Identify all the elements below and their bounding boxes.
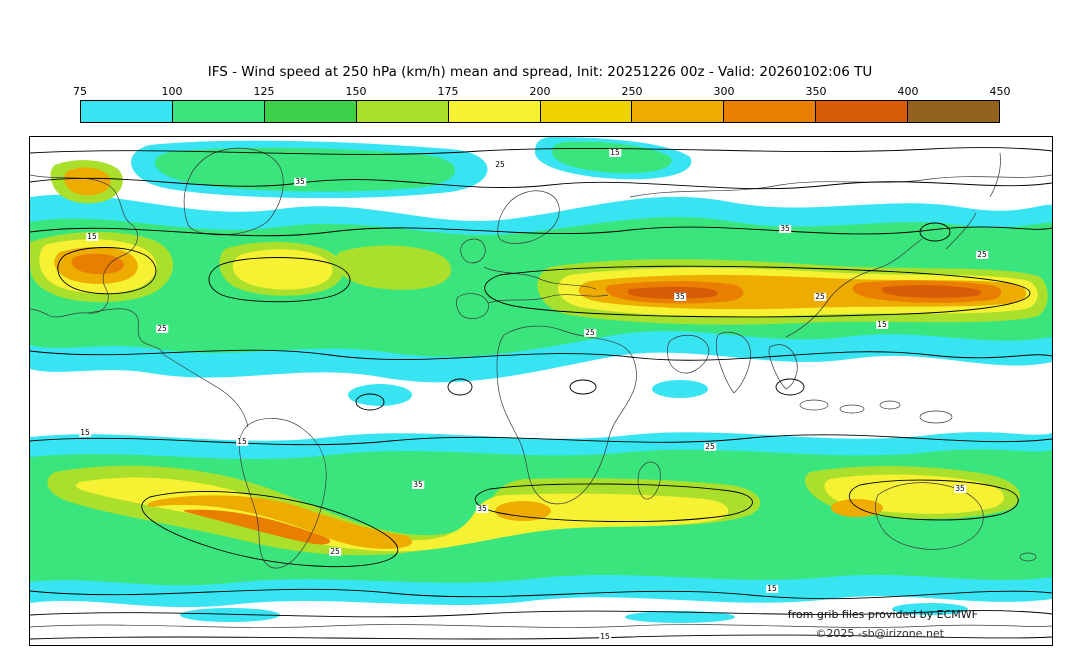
colorbar-tick-label: 200 [529,85,551,98]
colorbar-tick-label: 400 [897,85,919,98]
colorbar-tick-label: 450 [989,85,1011,98]
colorbar-segment-0 [81,101,173,122]
colorbar-segment-4 [448,101,541,122]
colorbar-tick-label: 100 [161,85,183,98]
colorbar-segment-3 [356,101,449,122]
page-title: IFS - Wind speed at 250 hPa (km/h) mean … [207,64,873,80]
colorbar-tick-label: 300 [713,85,735,98]
colorbar-segment-9 [908,101,1000,122]
colorbar-bar [80,100,1000,123]
colorbar-tick-label: 250 [621,85,643,98]
map-panel: 15 25 35 15 25 35 25 15 35 25 25 15 15 25 35 35 25 15 35 15… [29,136,1053,646]
colorbar-ticks: 75 100 125 150 175 200 250 300 350 400 450 [73,85,1011,99]
colorbar-tick-label: 125 [253,85,275,98]
spread-contours [30,147,1052,640]
colorbar-tick-label: 75 [73,85,87,98]
colorbar-segment-5 [540,101,633,122]
attribution-source: from grib files provided by ECMWF [787,608,978,621]
wind-speed-field [30,137,1052,623]
attribution-copyright: ©2025 -sb@irizone.net [815,627,944,640]
colorbar-tick-label: 175 [437,85,459,98]
colorbar-segment-7 [724,101,817,122]
colorbar-segment-6 [632,101,725,122]
colorbar-segment-2 [264,101,357,122]
colorbar-tick-label: 150 [345,85,367,98]
map-svg [30,137,1052,640]
colorbar-tick-label: 350 [805,85,827,98]
colorbar-segment-8 [816,101,909,122]
coastlines [30,147,1052,628]
colorbar-segment-1 [172,101,265,122]
colorbar-legend: 75 100 125 150 175 200 250 300 350 400 450 [73,85,1011,123]
